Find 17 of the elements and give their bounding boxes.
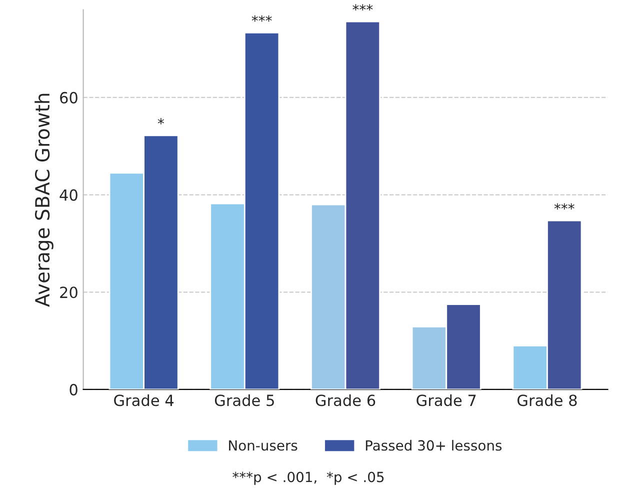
y-tick-label: 0 [70,384,78,396]
x-tick-label: Grade 7 [416,394,476,406]
y-tick-label: 20 [60,286,78,298]
legend-label: Passed 30+ lessons [366,440,502,451]
x-tick-label: Grade 6 [316,394,376,406]
text: ***p < .001, *p < .05 [232,472,384,485]
legend-label: Non-users [229,440,298,451]
y-tick-label: 60 [60,92,78,104]
annotation: *** [554,203,574,210]
y-tick-label: 40 [60,189,78,201]
annotation: *** [352,4,373,11]
y-axis-title: Average SBAC Growth [34,94,54,307]
annotation: *** [252,15,272,22]
x-tick-label: Grade 5 [214,394,274,406]
annotation: * [158,118,164,124]
x-tick-label: Grade 8 [518,394,577,406]
x-tick-label: Grade 4 [114,394,174,406]
